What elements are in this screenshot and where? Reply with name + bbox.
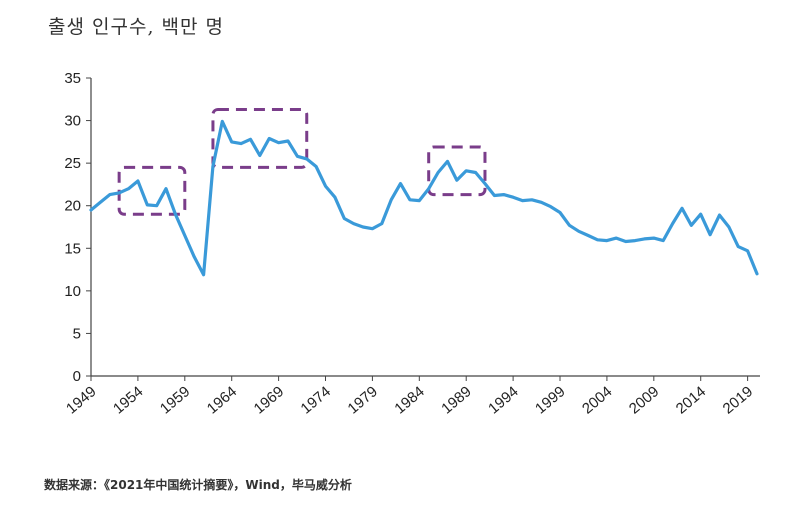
series-group xyxy=(89,119,759,277)
y-tick-label: 15 xyxy=(64,240,81,257)
y-axis-ticks: 0 5 10 15 20 25 30 35 xyxy=(64,70,91,385)
x-tick-label: 1989 xyxy=(438,383,474,417)
x-axis-ticks: 1949 1954 1959 1964 1969 1974 1979 1984 1989 1994… xyxy=(63,376,756,418)
annotation-box xyxy=(211,108,309,169)
y-tick-label: 35 xyxy=(64,70,81,87)
y-tick-label: 25 xyxy=(64,155,81,172)
x-tick-label: 1949 xyxy=(63,383,99,417)
annotation-box xyxy=(117,165,187,216)
x-tick-label: 1979 xyxy=(344,383,380,417)
x-tick-label: 1964 xyxy=(204,383,240,417)
y-tick-label: 0 xyxy=(73,368,81,385)
y-tick-label: 10 xyxy=(64,283,81,300)
x-tick-label: 1994 xyxy=(485,383,521,417)
chart-title: 출생 인구수, 백만 명 xyxy=(48,16,224,38)
x-tick-label: 2004 xyxy=(579,383,615,417)
x-tick-label: 2014 xyxy=(673,383,709,417)
y-tick-label: 20 xyxy=(64,198,81,215)
x-tick-label: 1954 xyxy=(110,383,146,417)
y-tick-label: 30 xyxy=(64,113,81,130)
x-tick-label: 1984 xyxy=(391,383,427,417)
annotation-boxes xyxy=(117,108,487,216)
x-tick-label: 1969 xyxy=(251,383,287,417)
x-tick-label: 2009 xyxy=(626,383,662,417)
x-tick-label: 1959 xyxy=(157,383,193,417)
series-line xyxy=(89,119,759,277)
x-tick-label: 1974 xyxy=(298,383,334,417)
x-tick-label: 1999 xyxy=(532,383,568,417)
source-note: 数据来源：《2021年中国统计摘要》，Wind，毕马威分析 xyxy=(44,478,352,492)
x-tick-label: 2019 xyxy=(720,383,756,417)
annotation-box xyxy=(427,145,487,197)
axes xyxy=(90,78,760,377)
y-tick-label: 5 xyxy=(73,325,81,342)
